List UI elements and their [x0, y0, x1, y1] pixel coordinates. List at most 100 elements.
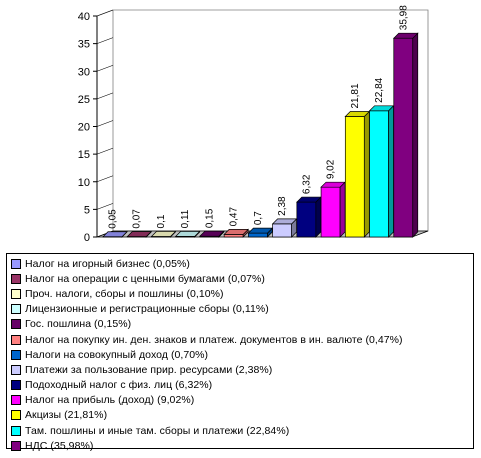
bar-front — [272, 223, 292, 238]
bar — [344, 110, 371, 238]
legend-label: Проч. налоги, сборы и пошлины (0,10%) — [25, 287, 224, 300]
legend-item: Налоги на совокупный доход (0,70%) — [11, 347, 473, 362]
y-tick-label: 20 — [78, 122, 90, 134]
legend-swatch — [11, 380, 21, 391]
y-tick-depth — [96, 92, 114, 100]
legend-label: Налог на покупку ин. ден. знаков и плате… — [25, 333, 403, 346]
bar — [126, 230, 153, 238]
bar-top — [174, 231, 201, 237]
legend-swatch — [11, 273, 21, 284]
y-tick-label: 0 — [84, 232, 90, 244]
legend-item: Налог на операции с ценными бумагами (0,… — [11, 271, 473, 286]
legend-item: Налог на покупку ин. ден. знаков и плате… — [11, 332, 473, 347]
y-tick-depth — [96, 37, 114, 44]
bar-front — [248, 232, 268, 238]
bar-top — [223, 229, 249, 235]
legend-item: Платежи за пользование прир. ресурсами (… — [11, 362, 473, 377]
data-label: 22,84 — [374, 77, 385, 102]
bar-top — [126, 231, 153, 237]
bar-chart: 0 5 10 15 20 25 30 35 40 0,05 0,07 0,1 0,11 0,15 0,47 0… — [78, 5, 429, 244]
bar-side — [388, 104, 394, 238]
legend-swatch — [11, 288, 21, 299]
legend-label: Платежи за пользование прир. ресурсами (… — [25, 363, 273, 376]
legend-item: Налог на прибыль (доход) (9,02%) — [11, 393, 473, 408]
bar — [271, 218, 298, 238]
legend-label: Налог на прибыль (доход) (9,02%) — [25, 394, 195, 407]
legend-label: Акцизы (21,81%) — [25, 409, 108, 422]
y-tick-label: 10 — [78, 177, 90, 189]
bar-top — [199, 230, 225, 237]
bar-top — [392, 32, 419, 39]
y-tick-label: 15 — [78, 149, 90, 161]
y-tick-depth — [96, 9, 114, 17]
y-tick-label: 30 — [78, 66, 90, 78]
bar — [150, 230, 177, 238]
bar — [368, 104, 395, 238]
bar — [223, 228, 249, 238]
legend-item: Там. пошлины и иные там. сборы и платежи… — [11, 423, 473, 438]
data-label: 0,05 — [108, 209, 119, 229]
legend-swatch — [11, 319, 21, 330]
y-tick-depth — [96, 147, 114, 155]
legend-label: Там. пошлины и иные там. сборы и платежи… — [25, 424, 290, 437]
chart-legend: Налог на игорный бизнес (0,05%) Налог на … — [6, 253, 474, 452]
bar — [320, 181, 346, 238]
legend-label: Налоги на совокупный доход (0,70%) — [25, 348, 209, 361]
bar-side — [363, 110, 370, 238]
legend-swatch — [11, 425, 21, 436]
legend-item: Проч. налоги, сборы и пошлины (0,10%) — [11, 286, 473, 301]
legend-label: Подоходный налог с физ. лиц (6,32%) — [25, 379, 213, 392]
bar-front — [344, 116, 365, 238]
bar-side — [339, 181, 346, 238]
y-tick-label: 25 — [78, 94, 90, 106]
bar — [102, 230, 128, 238]
data-label: 2,38 — [277, 196, 288, 216]
legend-swatch — [11, 304, 21, 315]
bar — [174, 230, 201, 238]
bar — [296, 196, 322, 238]
bar-top — [102, 231, 128, 238]
legend-label: НДС (35,98%) — [25, 439, 94, 452]
data-label: 0,11 — [180, 209, 191, 228]
data-label: 0,07 — [132, 209, 143, 229]
legend-label: Гос. пошлина (0,15%) — [25, 318, 132, 331]
y-tick-depth — [96, 64, 114, 72]
legend-swatch — [11, 410, 21, 421]
y-tick-label: 5 — [84, 204, 90, 216]
bar-side — [412, 32, 419, 238]
bar-top — [150, 231, 177, 237]
legend-label: Лицензионные и регистрационные сборы (0,… — [25, 303, 269, 316]
bar-front — [393, 37, 414, 238]
bar — [392, 32, 419, 238]
y-tick-label: 35 — [78, 39, 90, 51]
legend-swatch — [11, 440, 21, 451]
legend-label: Налог на операции с ценными бумагами (0,… — [25, 272, 265, 285]
bar-front — [320, 186, 341, 238]
legend-item: Акцизы (21,81%) — [11, 408, 473, 423]
legend-swatch — [11, 334, 21, 345]
bar-front — [296, 201, 317, 238]
legend-item: Налог на игорный бизнес (0,05%) — [11, 256, 473, 271]
data-label: 21,81 — [350, 83, 361, 108]
data-label: 0,7 — [253, 211, 264, 225]
data-label: 6,32 — [301, 174, 312, 194]
data-label: 0,1 — [156, 214, 167, 228]
y-tick-depth — [96, 203, 114, 210]
y-tick-depth — [96, 175, 114, 183]
legend-swatch — [11, 364, 21, 375]
bar — [247, 227, 274, 238]
y-tick-depth — [96, 120, 114, 127]
bar — [199, 230, 225, 238]
bar-side — [315, 196, 322, 238]
bar-front — [223, 234, 244, 238]
data-label: 0,47 — [229, 207, 240, 227]
legend-item: Подоходный налог с физ. лиц (6,32%) — [11, 378, 473, 393]
data-label: 9,02 — [326, 159, 337, 179]
legend-swatch — [11, 258, 21, 269]
legend-swatch — [11, 349, 21, 360]
legend-item: Лицензионные и регистрационные сборы (0,… — [11, 302, 473, 317]
legend-item: НДС (35,98%) — [11, 438, 473, 453]
data-label: 35,98 — [398, 5, 409, 30]
legend-label: Налог на игорный бизнес (0,05%) — [25, 257, 190, 270]
legend-item: Гос. пошлина (0,15%) — [11, 317, 473, 332]
